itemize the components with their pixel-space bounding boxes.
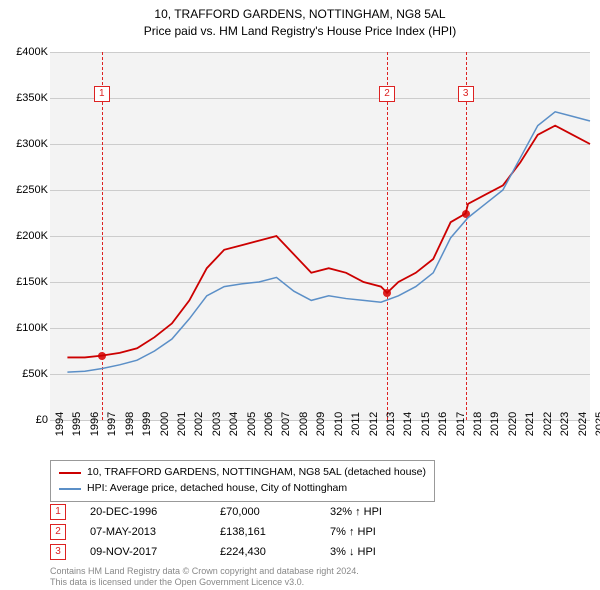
events-table-row: 2 07-MAY-2013£138,1617% ↑ HPI	[50, 522, 440, 542]
legend-row: 10, TRAFFORD GARDENS, NOTTINGHAM, NG8 5A…	[59, 465, 426, 481]
xtick-label: 1999	[141, 412, 153, 436]
xtick-label: 2021	[524, 412, 536, 436]
xtick-label: 2007	[280, 412, 292, 436]
series-line	[67, 126, 590, 358]
xtick-label: 2019	[489, 412, 501, 436]
xtick-label: 2004	[228, 412, 240, 436]
xtick-label: 2003	[211, 412, 223, 436]
xtick-label: 2013	[385, 412, 397, 436]
xtick-label: 2010	[333, 412, 345, 436]
event-date: 07-MAY-2013	[90, 526, 220, 538]
xtick-label: 2022	[542, 412, 554, 436]
xtick-label: 2017	[455, 412, 467, 436]
ytick-label: £100K	[2, 322, 48, 334]
events-table: 1 20-DEC-1996£70,00032% ↑ HPI 2 07-MAY-2013…	[50, 502, 440, 562]
events-table-row: 3 09-NOV-2017£224,4303% ↓ HPI	[50, 542, 440, 562]
xtick-label: 1998	[124, 412, 136, 436]
xtick-label: 2009	[315, 412, 327, 436]
line-series-svg	[50, 52, 590, 420]
event-delta: 32% ↑ HPI	[330, 506, 440, 518]
xtick-label: 2006	[263, 412, 275, 436]
event-index-box: 2	[50, 524, 66, 540]
chart-plot-area: 123	[50, 52, 590, 420]
title-line-1: 10, TRAFFORD GARDENS, NOTTINGHAM, NG8 5A…	[0, 6, 600, 23]
ytick-label: £300K	[2, 138, 48, 150]
event-delta: 3% ↓ HPI	[330, 546, 440, 558]
xtick-label: 1996	[89, 412, 101, 436]
xtick-label: 2014	[402, 412, 414, 436]
title-line-2: Price paid vs. HM Land Registry's House …	[0, 23, 600, 40]
event-price: £224,430	[220, 546, 330, 558]
footer-line-1: Contains HM Land Registry data © Crown c…	[50, 566, 359, 577]
ytick-label: £350K	[2, 92, 48, 104]
ytick-label: £150K	[2, 276, 48, 288]
event-price: £70,000	[220, 506, 330, 518]
series-line	[67, 112, 590, 372]
ytick-label: £0	[2, 414, 48, 426]
event-price: £138,161	[220, 526, 330, 538]
chart-container: 10, TRAFFORD GARDENS, NOTTINGHAM, NG8 5A…	[0, 0, 600, 590]
xtick-label: 2020	[507, 412, 519, 436]
event-index-box: 1	[50, 504, 66, 520]
ytick-label: £200K	[2, 230, 48, 242]
xtick-label: 2025	[594, 412, 600, 436]
xtick-label: 2018	[472, 412, 484, 436]
xtick-label: 2015	[420, 412, 432, 436]
event-index-box: 3	[50, 544, 66, 560]
legend-box: 10, TRAFFORD GARDENS, NOTTINGHAM, NG8 5A…	[50, 460, 435, 502]
legend-label: HPI: Average price, detached house, City…	[87, 481, 347, 497]
legend-swatch	[59, 472, 81, 474]
xtick-label: 2002	[193, 412, 205, 436]
ytick-label: £50K	[2, 368, 48, 380]
legend-row: HPI: Average price, detached house, City…	[59, 481, 426, 497]
ytick-label: £400K	[2, 46, 48, 58]
footer-attribution: Contains HM Land Registry data © Crown c…	[50, 566, 359, 588]
footer-line-2: This data is licensed under the Open Gov…	[50, 577, 359, 588]
ytick-label: £250K	[2, 184, 48, 196]
xtick-label: 2001	[176, 412, 188, 436]
legend-swatch	[59, 488, 81, 490]
event-date: 20-DEC-1996	[90, 506, 220, 518]
events-table-row: 1 20-DEC-1996£70,00032% ↑ HPI	[50, 502, 440, 522]
xtick-label: 1995	[71, 412, 83, 436]
title-block: 10, TRAFFORD GARDENS, NOTTINGHAM, NG8 5A…	[0, 0, 600, 40]
xtick-label: 2024	[577, 412, 589, 436]
legend-label: 10, TRAFFORD GARDENS, NOTTINGHAM, NG8 5A…	[87, 465, 426, 481]
xtick-label: 1994	[54, 412, 66, 436]
xtick-label: 2023	[559, 412, 571, 436]
event-delta: 7% ↑ HPI	[330, 526, 440, 538]
xtick-label: 2012	[368, 412, 380, 436]
xtick-label: 2011	[350, 412, 362, 436]
xtick-label: 2008	[298, 412, 310, 436]
xtick-label: 1997	[106, 412, 118, 436]
xtick-label: 2016	[437, 412, 449, 436]
event-date: 09-NOV-2017	[90, 546, 220, 558]
xtick-label: 2000	[159, 412, 171, 436]
xtick-label: 2005	[246, 412, 258, 436]
